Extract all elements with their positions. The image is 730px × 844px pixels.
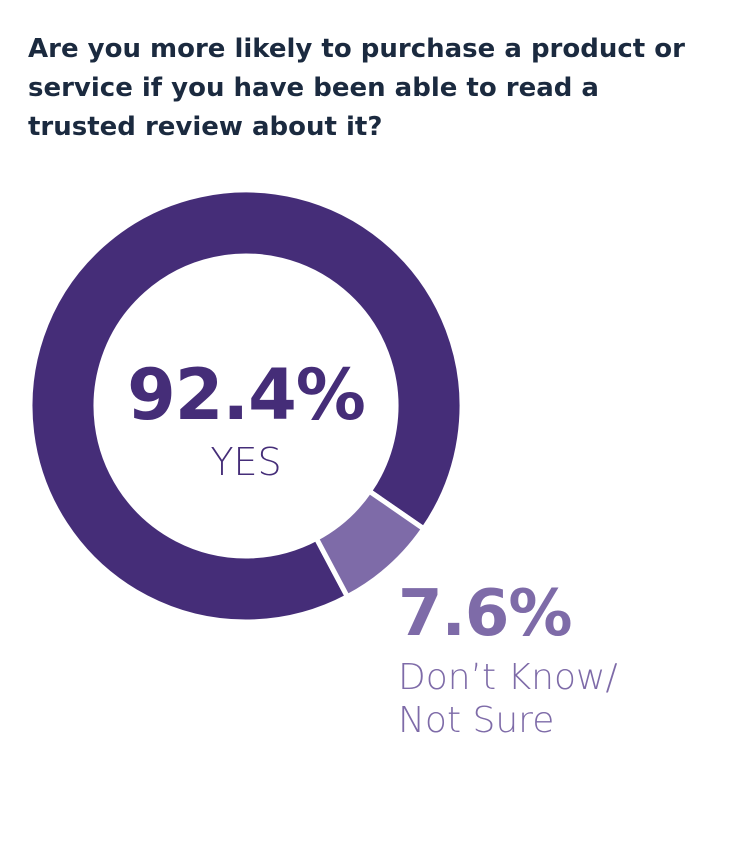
chart-title: Are you more likely to purchase a produc… (28, 34, 685, 142)
value-label: 92.4% (127, 354, 366, 436)
value-label: 7.6% (398, 577, 572, 651)
donut-segment (313, 487, 428, 601)
category-label: Don’t Know/ Not Sure (398, 657, 618, 742)
category-label: YES (210, 440, 282, 484)
donut-segment (27, 187, 465, 625)
